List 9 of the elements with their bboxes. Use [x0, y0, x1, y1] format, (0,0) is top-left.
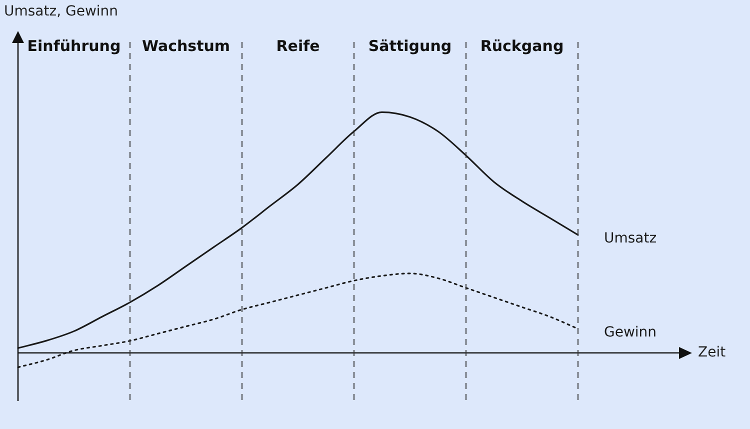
- y-axis-title: Umsatz, Gewinn: [4, 4, 118, 20]
- series-label: Gewinn: [604, 324, 657, 340]
- x-axis-title: Zeit: [698, 344, 726, 360]
- x-tick-label: Rückgang: [480, 36, 564, 55]
- series-label: Umsatz: [604, 230, 657, 247]
- x-tick-label: Wachstum: [142, 36, 230, 55]
- x-tick-label: Reife: [276, 36, 320, 55]
- x-tick-label: Sättigung: [368, 36, 452, 55]
- x-tick-label: Einführung: [27, 36, 121, 55]
